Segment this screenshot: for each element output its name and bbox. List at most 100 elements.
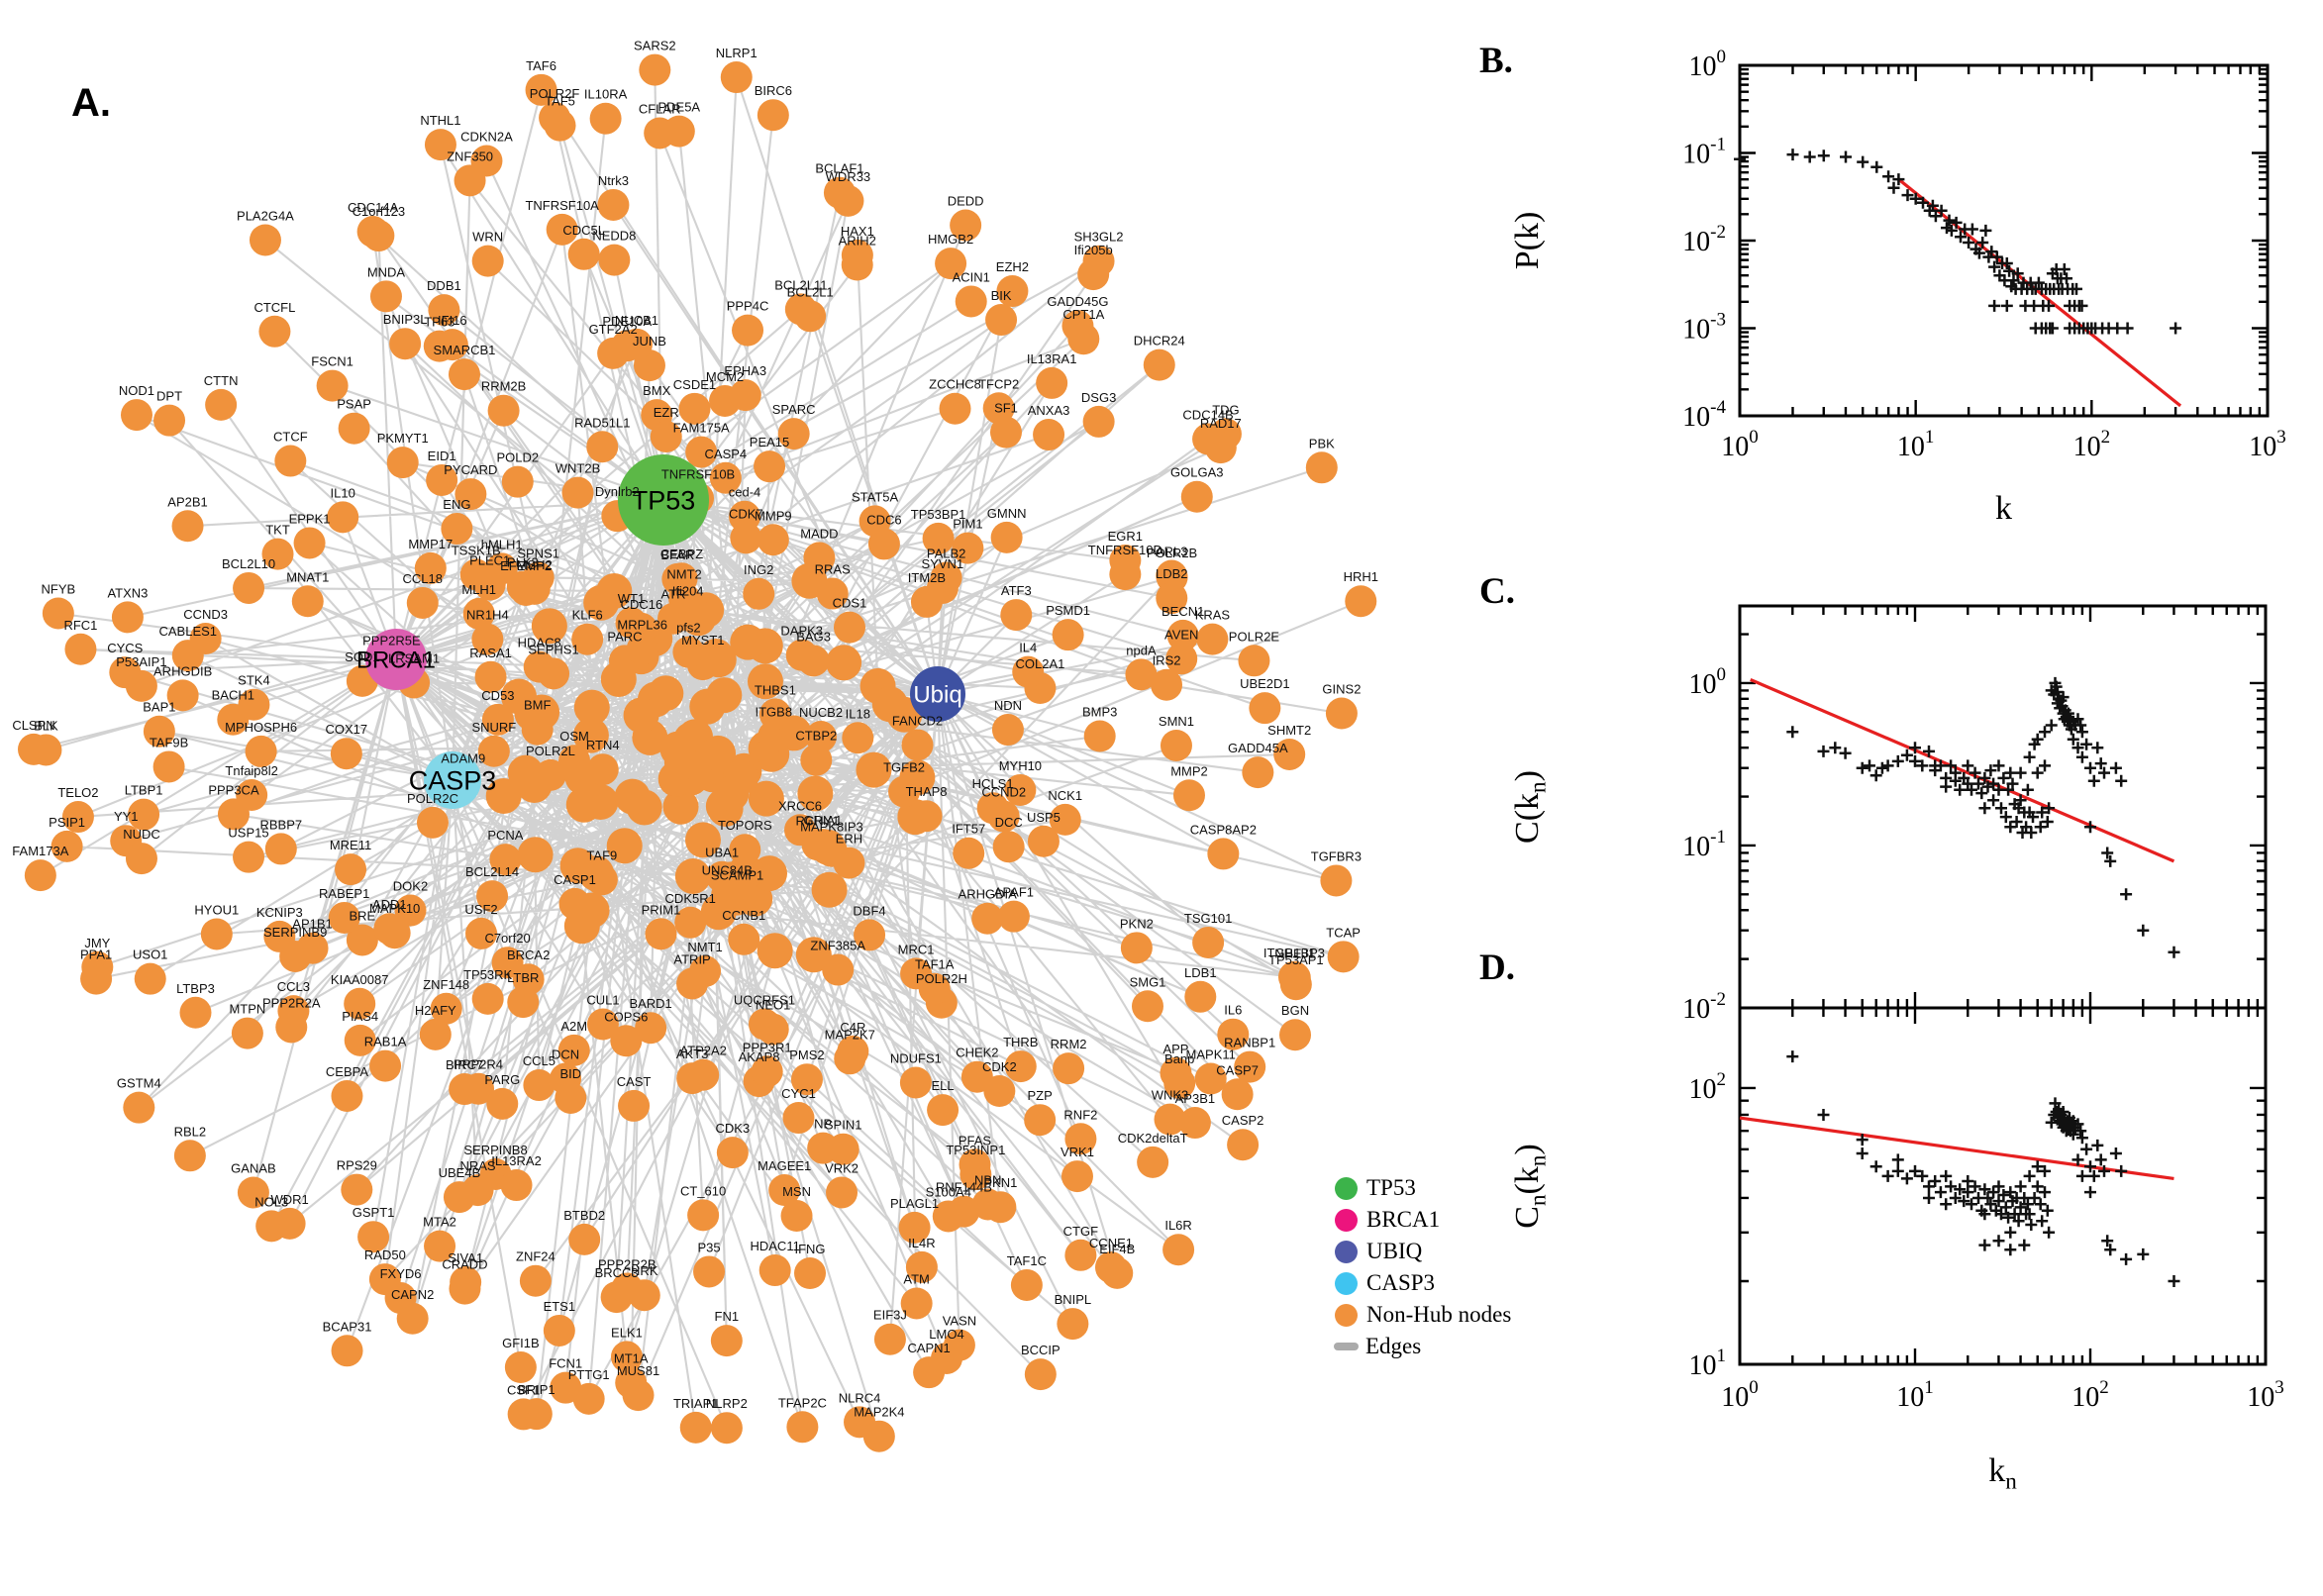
network-node-label: SARS2: [634, 39, 676, 53]
network-node-label: CDS1: [833, 596, 867, 611]
legend-label: UBIQ: [1366, 1239, 1423, 1263]
scatter-plus-markers: [1786, 1050, 2180, 1287]
network-node: [522, 561, 555, 594]
network-node: [428, 294, 460, 327]
network-node-label: NUDC: [123, 827, 160, 842]
network-node-label: NMT1: [687, 940, 722, 954]
network-node-label: ATM: [903, 1271, 929, 1286]
network-node: [710, 1412, 743, 1445]
network-node-label: DCN: [552, 1047, 579, 1062]
network-node: [568, 1223, 601, 1255]
network-node: [700, 735, 737, 771]
network-node-label: HYOU1: [194, 902, 239, 917]
edge-dash-icon: [1334, 1343, 1359, 1350]
network-node-label: IL13RA2: [491, 1153, 542, 1168]
network-node-label: PRIM1: [642, 902, 681, 917]
network-node-label: Banp: [1164, 1051, 1194, 1066]
network-node-label: RBL2: [174, 1124, 207, 1139]
network-node: [910, 800, 943, 833]
network-node-label: PLK3: [507, 555, 539, 570]
network-node: [344, 1024, 376, 1056]
network-nodes: [18, 53, 1377, 1452]
tick-label: 101: [1897, 427, 1935, 462]
network-node: [713, 775, 750, 812]
network-node-label: CTCFL: [253, 300, 295, 315]
network-node: [489, 844, 522, 876]
network-node: [730, 624, 766, 660]
network-node-label: NRAS: [459, 1158, 495, 1173]
network-node: [245, 735, 277, 767]
network-node-label: CDK7: [729, 506, 763, 521]
network-node-label: DEDD: [948, 194, 984, 209]
network-node: [153, 404, 186, 437]
legend-item-edges: Edges: [1334, 1331, 1511, 1362]
network-node: [1067, 323, 1100, 355]
network-node: [261, 538, 294, 570]
network-node: [1234, 1050, 1266, 1083]
network-node: [1064, 1123, 1097, 1155]
network-node-label: PTTG1: [568, 1367, 610, 1382]
network-node-label: BIK: [991, 288, 1012, 303]
network-node-label: FSCN1: [311, 354, 354, 369]
network-node: [926, 571, 959, 604]
network-node-label: RFC1: [63, 618, 97, 633]
network-node: [586, 431, 619, 463]
network-node: [805, 721, 838, 753]
network-node-label: Ifi205b: [1074, 243, 1113, 257]
network-node: [997, 900, 1030, 933]
network-node: [679, 1411, 712, 1444]
y-axis-label: C(kn​): [1509, 770, 1551, 844]
network-node-label: ENG: [443, 497, 470, 512]
network-node: [1227, 1129, 1260, 1161]
network-node-label: PIAS4: [342, 1009, 378, 1024]
network-node: [1327, 941, 1360, 973]
axis-ticks: [1738, 63, 2270, 418]
network-node: [557, 1034, 590, 1066]
network-node: [519, 1264, 552, 1297]
network-node: [960, 1060, 993, 1093]
tick-label: 103: [2249, 427, 2286, 462]
network-node-label: ITM2B: [908, 570, 946, 585]
network-node-label: POLR2H: [916, 971, 967, 986]
network-node: [331, 1079, 363, 1112]
network-node-label: EID1: [428, 449, 456, 463]
legend-item-non-hub-nodes: Non-Hub nodes: [1335, 1299, 1511, 1331]
network-node-label: LTBP3: [176, 981, 215, 996]
hub-brca1: [365, 629, 427, 690]
network-node: [189, 623, 222, 655]
network-node-label: NLRP1: [716, 46, 758, 60]
network-node-label: GTF2A2: [589, 322, 638, 337]
network-node: [645, 918, 677, 950]
network-node: [826, 645, 862, 681]
network-node: [249, 224, 281, 256]
node-circle-icon: [1335, 1303, 1358, 1327]
legend-item-tp53: TP53: [1335, 1172, 1511, 1204]
network-node-label: VRK1: [1060, 1145, 1094, 1159]
network-node-label: APAF1: [994, 885, 1034, 900]
network-node-label: TFCP2: [978, 376, 1019, 391]
network-node-label: CDC6: [866, 512, 901, 527]
network-node-label: TNFRSF10D: [1088, 543, 1162, 557]
network-node-label: pfs2: [676, 621, 701, 636]
network-node: [173, 1140, 206, 1172]
network-node-label: NTHL1: [420, 113, 460, 128]
network-node: [293, 527, 326, 559]
network-node: [430, 992, 462, 1025]
network-node-label: SPIN1: [825, 1118, 862, 1133]
network-node-label: ATR: [661, 587, 686, 602]
tick-label: 102: [1689, 1069, 1727, 1105]
network-node: [179, 996, 212, 1029]
network-node: [854, 919, 886, 951]
network-node: [123, 1091, 155, 1124]
network-node-label: BCL2L1: [787, 284, 834, 299]
network-node-label: USO1: [133, 948, 167, 962]
network-node: [487, 394, 520, 427]
network-node-label: Dynlrb2: [595, 484, 640, 499]
network-node: [316, 369, 349, 402]
network-node: [386, 447, 419, 479]
network-node: [555, 1081, 587, 1114]
network-node-label: RRM2B: [481, 379, 527, 394]
network-node-label: CYCS: [107, 641, 143, 655]
network-node: [521, 713, 554, 746]
network-node-label: HRH1: [1344, 569, 1378, 584]
